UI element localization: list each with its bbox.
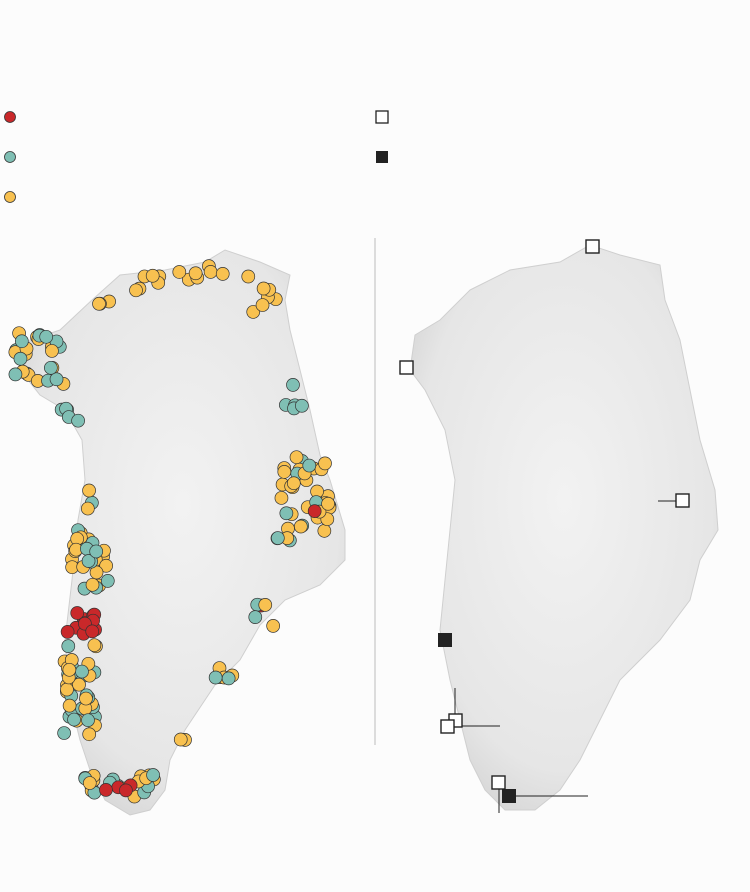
site-dot [208,670,223,685]
site-dot [45,344,59,358]
filled-square-marker [438,633,452,647]
site-dot [256,281,271,296]
site-dot [129,283,143,298]
site-dot [8,367,23,382]
site-dot [173,732,188,747]
site-dot [279,506,294,521]
site-dot [100,574,115,588]
site-dot [39,329,54,344]
site-dot [99,558,114,573]
open-square-marker [675,493,690,508]
site-dot [146,768,160,782]
site-dot [318,456,332,471]
site-dot [49,372,64,387]
legend-swatch-yellow [4,191,16,203]
site-dot [241,269,256,284]
site-dot [85,577,100,592]
site-dot [286,476,301,491]
site-dot [62,662,77,677]
legend-swatch-red [4,111,16,123]
site-dot [302,458,317,473]
site-dot [60,625,75,639]
site-dot [81,554,96,568]
site-dot [43,360,58,375]
site-dot [289,450,304,465]
site-dot [85,624,100,639]
site-dot [75,664,89,679]
site-dot [81,713,95,728]
site-dot [92,296,106,311]
site-dot [270,531,285,545]
site-dot [60,682,74,697]
site-dot [87,638,102,653]
site-dot [14,334,29,349]
site-dot [89,544,104,559]
open-square-marker [585,239,600,254]
site-dot [82,776,97,790]
legend-swatch-teal [4,151,16,163]
site-dot [71,413,85,428]
site-dot [172,265,187,279]
site-dot [274,491,289,505]
site-dot [67,712,81,727]
site-dot [295,398,309,413]
greenland-right [409,244,719,811]
site-dot [119,783,133,798]
site-dot [61,639,76,653]
legend-swatch-filled-square [376,151,388,163]
site-dot [62,698,77,713]
site-dot [277,464,292,479]
site-dot [307,504,322,518]
site-dot [80,501,95,516]
open-square-marker [399,360,414,375]
site-dot [215,266,230,281]
open-square-marker [440,719,455,734]
site-dot [221,671,236,686]
legend [4,110,389,203]
greenland-left [19,249,346,816]
site-dot [145,268,160,283]
site-dot [258,598,273,612]
site-dot [70,606,85,620]
site-markers [399,239,690,813]
site-dot [248,610,263,624]
site-dot [57,726,71,740]
site-dot [72,677,86,692]
site-dot [317,523,332,538]
site-dot [99,783,113,797]
open-square-marker [491,775,506,790]
site-dot [246,305,261,319]
site-dot [321,496,335,511]
site-dot [255,298,270,312]
site-dots [8,259,337,804]
filled-square-marker [502,789,516,803]
site-dot [188,266,203,281]
legend-swatch-open-square [375,110,389,124]
site-dot [79,691,93,706]
site-dot [82,727,97,742]
site-dot [286,378,300,392]
site-dot [266,619,281,633]
site-dot [203,265,218,279]
site-dot [13,351,28,366]
site-dot [294,519,308,534]
site-dot [82,483,96,498]
